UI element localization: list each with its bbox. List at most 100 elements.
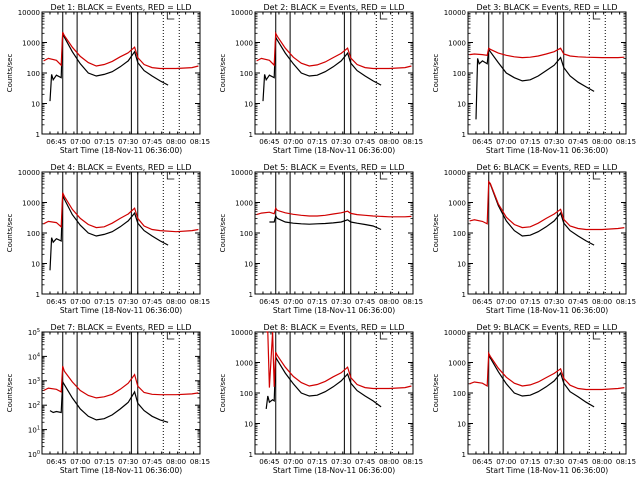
x-tick-label: 06:45 [472, 138, 492, 146]
x-tick-label: 07:00 [496, 458, 516, 466]
panel-det-2: Det 2: BLACK = Events, RED = LLD 1 10 100 10… [219, 3, 423, 155]
chart-title: Det 9: BLACK = Events, RED = LLD [477, 323, 618, 332]
x-tick-label: 07:15 [520, 138, 540, 146]
y-tick-label: 10000 [444, 329, 466, 337]
x-tick-label: 07:45 [355, 138, 375, 146]
y-axis-label: Counts/sec [6, 214, 14, 253]
x-tick-label: 07:15 [94, 298, 114, 306]
panel-det-8: Det 8: BLACK = Events, RED = LLD 1 10 100 10… [219, 323, 423, 475]
y-tick-label: 10 [31, 101, 40, 109]
x-axis-label: Start Time (18-Nov-11 06:36:00) [60, 466, 182, 475]
y-tick-label: 10 [457, 101, 466, 109]
x-tick-label: 08:00 [379, 298, 399, 306]
series-events [49, 195, 169, 271]
x-tick-label: 06:45 [46, 138, 66, 146]
series-lld [469, 180, 625, 231]
y-tick-label: 100 [240, 390, 253, 398]
series-lld [256, 31, 412, 70]
x-tick-label: 06:45 [46, 458, 66, 466]
y-tick-label: 10000 [18, 169, 40, 177]
x-tick-label: 07:30 [118, 298, 138, 306]
x-tick-label: 07:45 [568, 298, 588, 306]
panel-det-7: Det 7: BLACK = Events, RED = LLD 100 101 10… [6, 323, 210, 475]
x-tick-label: 07:45 [568, 458, 588, 466]
x-tick-label: 07:30 [331, 458, 351, 466]
y-tick-label: 10000 [231, 329, 253, 337]
x-tick-label: 07:45 [355, 298, 375, 306]
x-tick-label: 08:15 [190, 138, 210, 146]
y-tick-label: 1 [249, 131, 253, 139]
x-tick-label: 07:00 [496, 138, 516, 146]
bracket-marker [166, 172, 175, 180]
y-tick-label: 10 [244, 101, 253, 109]
x-tick-label: 07:15 [520, 458, 540, 466]
y-tick-label: 10000 [231, 169, 253, 177]
plot-frame [467, 11, 627, 135]
x-tick-label: 07:00 [283, 298, 303, 306]
y-tick-label: 1 [249, 291, 253, 299]
y-tick-label: 1 [36, 131, 40, 139]
x-tick-label: 08:00 [166, 458, 186, 466]
x-tick-label: 07:00 [283, 458, 303, 466]
chart-title: Det 1: BLACK = Events, RED = LLD [51, 3, 192, 12]
y-axis-label: Counts/sec [432, 54, 440, 93]
chart-title: Det 2: BLACK = Events, RED = LLD [264, 3, 405, 12]
x-tick-label: 08:00 [379, 458, 399, 466]
y-tick-label: 1 [462, 451, 466, 459]
y-tick-label: 1000 [448, 200, 466, 208]
y-tick-label: 101 [28, 426, 40, 435]
x-tick-label: 07:15 [94, 138, 114, 146]
x-tick-label: 07:30 [331, 298, 351, 306]
y-tick-label: 105 [28, 328, 40, 337]
y-axis-label: Counts/sec [219, 214, 227, 253]
x-tick-label: 07:30 [118, 138, 138, 146]
y-tick-label: 100 [27, 230, 40, 238]
panel-det-5: Det 5: BLACK = Events, RED = LLD 1 10 100 10… [219, 163, 423, 315]
plot-frame [254, 171, 414, 295]
x-tick-label: 07:45 [142, 458, 162, 466]
bracket-marker [379, 332, 388, 340]
x-tick-label: 08:00 [166, 138, 186, 146]
y-tick-label: 1000 [235, 40, 253, 48]
plot-frame [254, 331, 414, 455]
x-tick-label: 06:45 [472, 458, 492, 466]
y-tick-label: 10000 [231, 9, 253, 17]
x-tick-label: 07:00 [70, 458, 90, 466]
series-lld [43, 192, 199, 233]
x-axis-label: Start Time (18-Nov-11 06:36:00) [273, 466, 395, 475]
x-axis-label: Start Time (18-Nov-11 06:36:00) [486, 146, 608, 155]
x-tick-label: 07:15 [307, 138, 327, 146]
chart-title: Det 8: BLACK = Events, RED = LLD [264, 323, 405, 332]
panel-det-6: Det 6: BLACK = Events, RED = LLD 1 10 100 10… [432, 163, 636, 315]
y-tick-label: 1 [462, 291, 466, 299]
x-axis-label: Start Time (18-Nov-11 06:36:00) [486, 306, 608, 315]
y-axis-label: Counts/sec [432, 374, 440, 413]
x-axis-label: Start Time (18-Nov-11 06:36:00) [486, 466, 608, 475]
y-tick-label: 10 [457, 261, 466, 269]
plot-frame [41, 331, 201, 455]
series-events [265, 354, 382, 409]
x-tick-label: 07:45 [142, 138, 162, 146]
x-tick-label: 07:00 [70, 138, 90, 146]
y-tick-label: 1000 [235, 200, 253, 208]
series-events [488, 182, 595, 246]
x-tick-label: 08:00 [592, 458, 612, 466]
x-axis-label: Start Time (18-Nov-11 06:36:00) [60, 306, 182, 315]
series-lld [266, 331, 412, 390]
y-axis-label: Counts/sec [6, 374, 14, 413]
y-tick-label: 10 [244, 261, 253, 269]
x-tick-label: 08:15 [616, 298, 636, 306]
x-tick-label: 07:00 [496, 298, 516, 306]
plot-frame [467, 331, 627, 455]
x-tick-label: 07:30 [331, 138, 351, 146]
y-tick-label: 100 [240, 70, 253, 78]
bracket-marker [379, 172, 388, 180]
y-tick-label: 1000 [448, 40, 466, 48]
bracket-marker [166, 12, 175, 20]
y-tick-label: 10 [244, 421, 253, 429]
chart-title: Det 6: BLACK = Events, RED = LLD [477, 163, 618, 172]
x-tick-label: 07:30 [544, 298, 564, 306]
bracket-marker [166, 332, 175, 340]
x-axis-label: Start Time (18-Nov-11 06:36:00) [60, 146, 182, 155]
